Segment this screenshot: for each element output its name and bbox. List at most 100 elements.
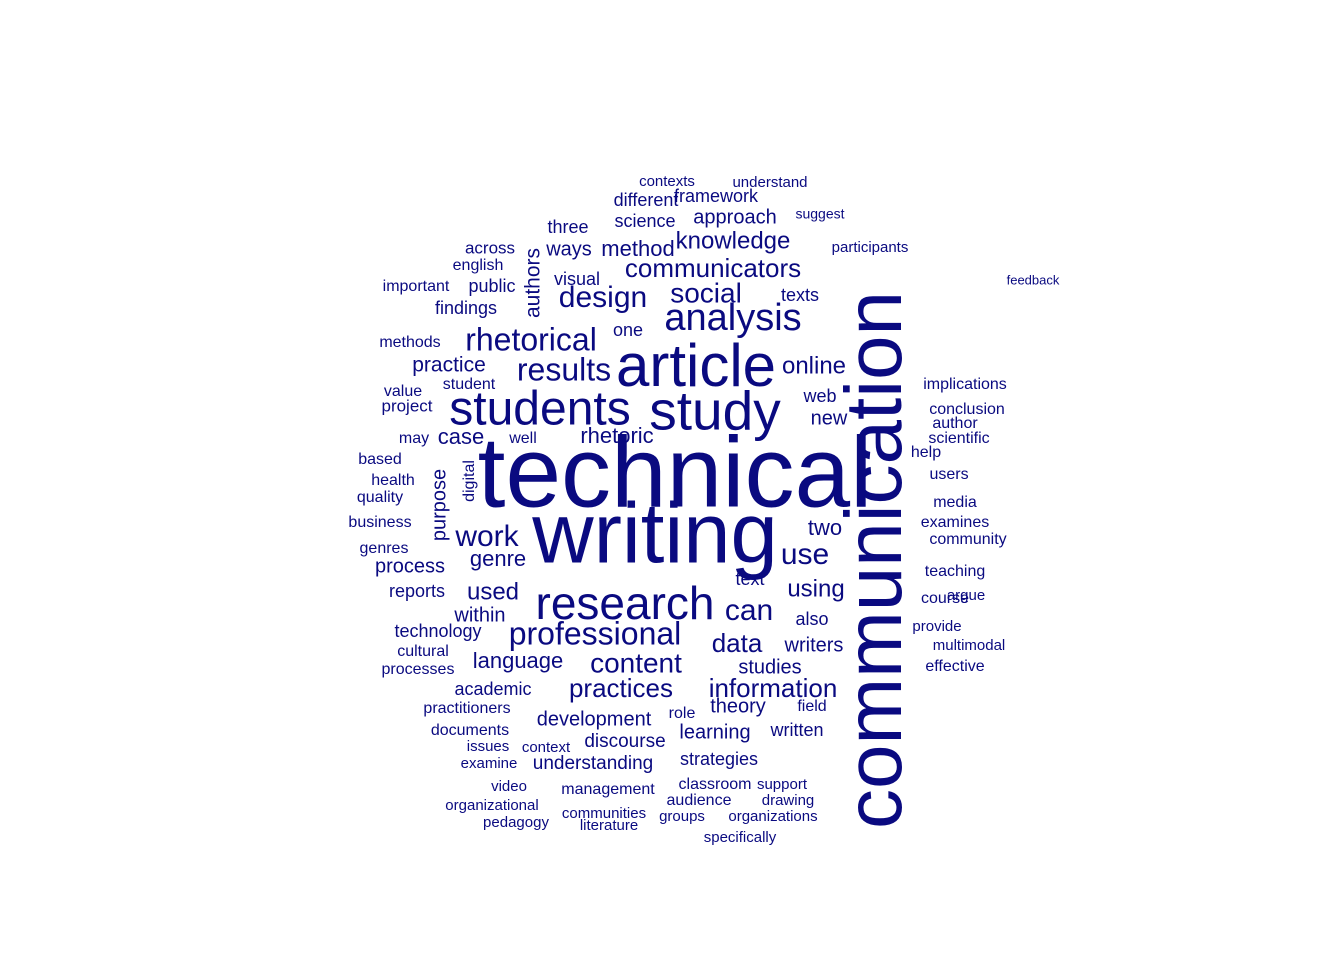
cloud-word: provide (912, 618, 961, 635)
cloud-word: professional (509, 615, 682, 651)
cloud-word: users (929, 466, 968, 483)
cloud-word: pedagogy (483, 814, 549, 831)
cloud-word: based (358, 451, 402, 468)
cloud-word: authors (522, 248, 545, 318)
cloud-word: practitioners (423, 700, 510, 717)
cloud-word: new (811, 407, 848, 429)
cloud-word: approach (693, 206, 776, 228)
cloud-word: content (590, 647, 682, 678)
cloud-word: specifically (704, 829, 777, 846)
cloud-word: health (371, 472, 415, 489)
cloud-word: method (601, 236, 674, 261)
cloud-word: studies (738, 656, 801, 678)
cloud-word: use (781, 538, 829, 571)
cloud-word: community (929, 531, 1006, 548)
cloud-word: field (797, 698, 826, 715)
cloud-word: quality (357, 489, 403, 506)
cloud-word: organizational (445, 797, 538, 814)
cloud-word: issues (467, 738, 510, 755)
cloud-word: well (508, 430, 537, 447)
cloud-word: methods (379, 334, 440, 351)
cloud-word: used (467, 578, 519, 605)
cloud-word: value (384, 383, 422, 400)
cloud-word: rhetoric (580, 423, 653, 448)
cloud-word: social (670, 277, 742, 308)
cloud-word: online (782, 352, 846, 379)
cloud-word: development (537, 708, 652, 730)
cloud-word: contexts (639, 173, 695, 190)
cloud-word: organizations (728, 808, 817, 825)
cloud-word: genre (470, 546, 526, 571)
cloud-word: reports (389, 581, 445, 601)
cloud-word: findings (435, 298, 497, 318)
cloud-word: cultural (397, 643, 449, 660)
cloud-word: science (614, 211, 675, 231)
cloud-word: video (491, 778, 527, 795)
cloud-word: analysis (664, 297, 801, 339)
cloud-word: knowledge (676, 227, 791, 254)
cloud-word: practice (412, 354, 486, 377)
cloud-word: visual (554, 269, 600, 289)
cloud-word: context (522, 739, 571, 756)
cloud-word: students (449, 383, 630, 436)
cloud-word: framework (674, 186, 759, 206)
cloud-word: one (613, 320, 643, 340)
cloud-word: feedback (1007, 272, 1060, 287)
cloud-word: management (561, 781, 655, 798)
cloud-word: digital (461, 460, 478, 502)
cloud-word: academic (454, 679, 531, 699)
cloud-word: conclusion (929, 401, 1005, 418)
cloud-word: learning (679, 721, 750, 743)
cloud-word: technology (394, 621, 481, 641)
cloud-word: texts (781, 285, 819, 305)
cloud-word: documents (431, 722, 509, 739)
cloud-word: work (454, 520, 519, 553)
cloud-word: examine (461, 755, 518, 772)
cloud-word: can (725, 594, 773, 627)
cloud-word: within (453, 604, 505, 626)
cloud-word: student (443, 376, 496, 393)
cloud-word: different (614, 190, 679, 210)
cloud-word: teaching (925, 563, 986, 580)
cloud-word: multimodal (933, 637, 1006, 654)
cloud-word: literature (580, 817, 638, 834)
cloud-word: results (517, 351, 611, 387)
cloud-word: data (712, 628, 763, 658)
cloud-word: understanding (533, 753, 653, 774)
cloud-word: process (375, 555, 445, 577)
cloud-word: writing (531, 486, 778, 581)
cloud-word: audience (667, 792, 732, 809)
cloud-word: help (911, 444, 941, 461)
cloud-word: communication (829, 291, 918, 829)
cloud-word: web (802, 386, 836, 406)
cloud-word: communities (562, 805, 646, 822)
cloud-word: classroom (679, 776, 752, 793)
cloud-word: course (921, 590, 969, 607)
cloud-word: case (438, 424, 484, 449)
cloud-word: processes (382, 661, 455, 678)
cloud-word: understand (732, 174, 807, 191)
cloud-word: practices (569, 673, 673, 703)
cloud-word: public (468, 276, 515, 296)
cloud-word: genres (360, 540, 409, 557)
cloud-word: suggest (795, 206, 844, 222)
cloud-word: project (381, 396, 432, 415)
cloud-word: purpose (428, 469, 450, 541)
cloud-word: participants (832, 239, 909, 256)
cloud-word: examines (921, 514, 989, 531)
cloud-word: across (465, 238, 515, 257)
cloud-word: information (709, 673, 838, 703)
cloud-word: important (383, 278, 450, 295)
cloud-word: research (536, 577, 715, 629)
cloud-word: rhetorical (465, 321, 597, 357)
cloud-word: drawing (762, 792, 815, 809)
cloud-word: two (808, 515, 842, 540)
cloud-word: effective (925, 658, 984, 675)
cloud-word: language (473, 648, 564, 673)
cloud-word: using (787, 575, 844, 602)
cloud-word: business (348, 514, 411, 531)
cloud-word: study (649, 380, 781, 442)
cloud-word: english (453, 257, 504, 274)
cloud-word: role (669, 705, 696, 722)
